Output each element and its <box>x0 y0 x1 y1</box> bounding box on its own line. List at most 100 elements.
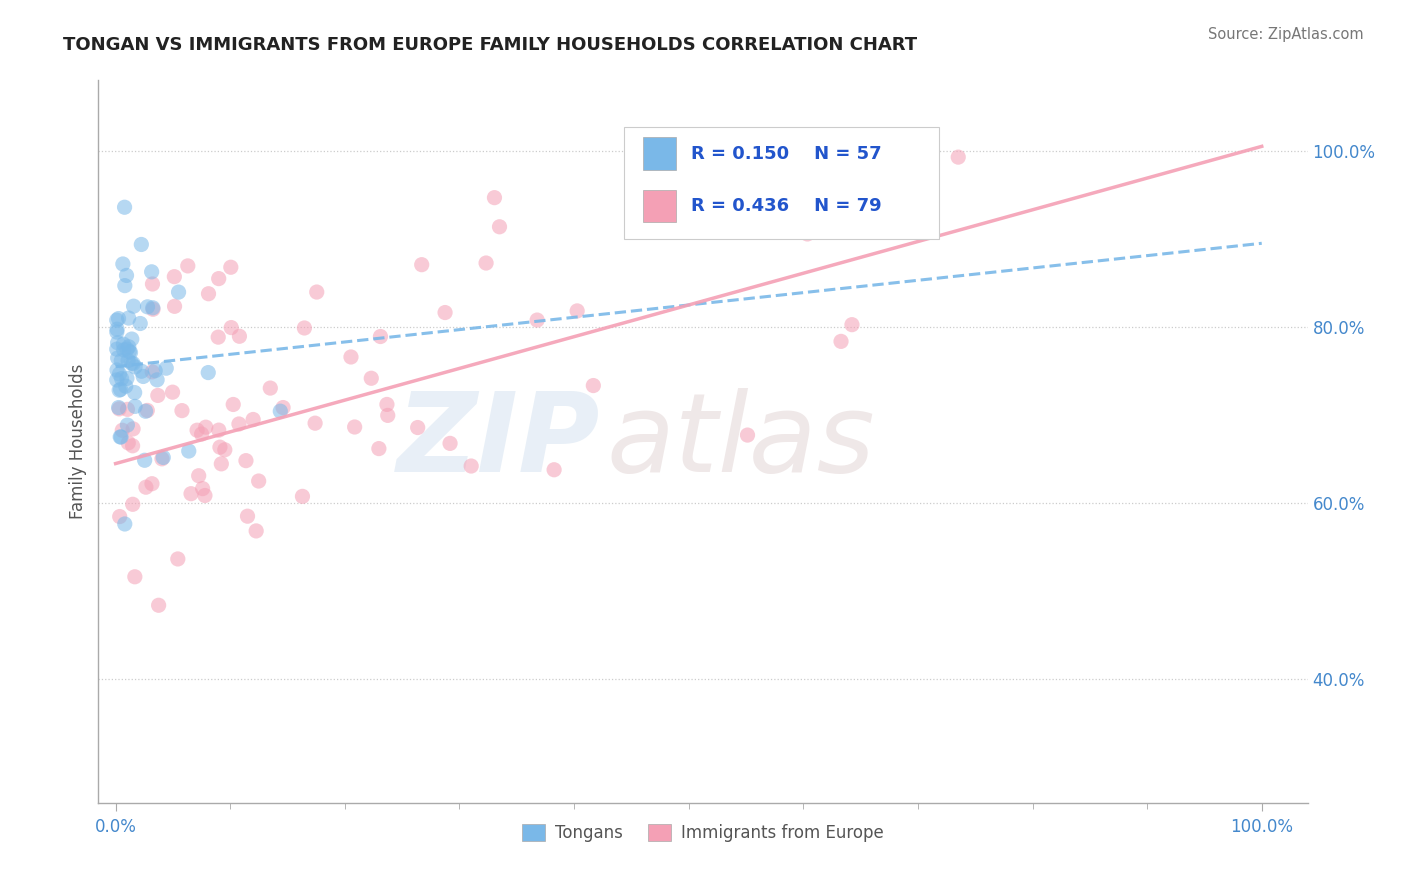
Text: R = 0.436    N = 79: R = 0.436 N = 79 <box>690 197 882 215</box>
Point <box>105 363 128 377</box>
Point <box>187 468 209 483</box>
Point <box>197 366 219 380</box>
Point <box>110 430 132 444</box>
Point <box>271 401 294 415</box>
Point <box>582 378 605 392</box>
Point <box>208 271 231 285</box>
Point <box>737 191 759 205</box>
Point <box>177 444 200 458</box>
Point <box>186 423 208 437</box>
Point <box>135 480 157 494</box>
Point <box>208 423 231 437</box>
Point <box>269 404 291 418</box>
Text: ZIP: ZIP <box>396 388 600 495</box>
Text: R = 0.150    N = 57: R = 0.150 N = 57 <box>690 145 882 162</box>
FancyBboxPatch shape <box>643 190 676 222</box>
Point <box>208 440 231 454</box>
Point <box>124 385 146 400</box>
Point <box>120 345 142 359</box>
Point <box>110 371 132 385</box>
Point <box>343 420 366 434</box>
Point <box>117 435 139 450</box>
Point <box>107 351 129 365</box>
Point <box>117 311 139 326</box>
Point <box>124 359 146 374</box>
Point <box>304 416 326 430</box>
Point <box>114 379 136 393</box>
Point <box>163 269 186 284</box>
Point <box>108 509 131 524</box>
Point <box>235 453 257 467</box>
Point <box>245 524 267 538</box>
Point <box>122 422 145 436</box>
Point <box>166 552 188 566</box>
Point <box>228 329 250 343</box>
Point <box>117 353 139 368</box>
Point <box>197 286 219 301</box>
Point <box>117 402 139 417</box>
Point <box>209 457 232 471</box>
Point <box>108 383 131 397</box>
Point <box>294 321 316 335</box>
Point <box>146 373 169 387</box>
Point <box>291 489 314 503</box>
Point <box>114 200 136 214</box>
Point <box>108 401 131 416</box>
Point <box>796 227 818 241</box>
Point <box>136 403 159 417</box>
Point <box>124 400 146 414</box>
Point <box>122 299 145 313</box>
Point <box>141 365 163 379</box>
Point <box>110 353 132 368</box>
Point <box>115 371 138 385</box>
Point <box>122 357 145 371</box>
Point <box>136 300 159 314</box>
Point <box>259 381 281 395</box>
Point <box>115 268 138 283</box>
Point <box>228 417 250 431</box>
Point <box>177 259 200 273</box>
Point <box>247 474 270 488</box>
Point <box>105 342 128 356</box>
Point <box>131 364 153 378</box>
Point <box>370 329 392 343</box>
Point <box>105 325 128 339</box>
Point <box>219 320 242 334</box>
Point <box>129 317 152 331</box>
Point <box>340 350 363 364</box>
Point <box>439 436 461 450</box>
Point <box>484 191 506 205</box>
Point <box>150 451 173 466</box>
Point <box>141 265 163 279</box>
Point <box>117 418 139 433</box>
Point <box>152 450 174 465</box>
Point <box>375 397 398 411</box>
Point <box>112 343 135 357</box>
Point <box>526 313 548 327</box>
Point <box>411 258 433 272</box>
Point <box>134 453 156 467</box>
Point <box>141 277 163 291</box>
Point <box>377 409 399 423</box>
Point <box>142 302 165 317</box>
Point <box>114 516 136 531</box>
Point <box>110 383 132 397</box>
FancyBboxPatch shape <box>643 137 676 169</box>
Point <box>475 256 498 270</box>
Point <box>236 509 259 524</box>
Point <box>567 304 589 318</box>
Point <box>118 340 141 354</box>
Point <box>543 463 565 477</box>
Point <box>460 458 482 473</box>
Text: TONGAN VS IMMIGRANTS FROM EUROPE FAMILY HOUSEHOLDS CORRELATION CHART: TONGAN VS IMMIGRANTS FROM EUROPE FAMILY … <box>63 36 917 54</box>
Point <box>830 334 852 349</box>
Point <box>194 488 217 502</box>
Point <box>360 371 382 385</box>
Point <box>146 388 169 402</box>
Point <box>155 361 177 376</box>
Point <box>115 342 138 356</box>
Point <box>191 482 214 496</box>
Point <box>112 337 135 351</box>
Y-axis label: Family Households: Family Households <box>69 364 87 519</box>
Point <box>406 420 429 434</box>
